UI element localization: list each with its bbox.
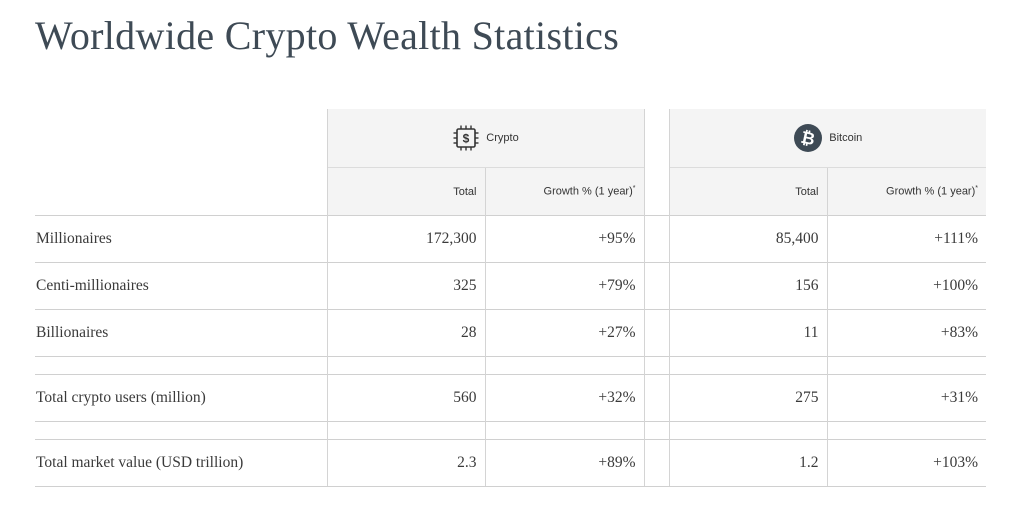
gap-cell [643,439,669,487]
table-row: Centi-millionaires 325 +79% 156 +100% [35,262,986,310]
subheader-blank-cell [35,168,327,216]
crypto-total-cell: 2.3 [326,439,485,487]
crypto-growth-cell: +89% [484,439,644,487]
bitcoin-total-cell: 85,400 [668,215,827,263]
bitcoin-total-cell: 1.2 [668,439,827,487]
bitcoin-growth-cell: +31% [826,374,986,422]
bitcoin-total-cell: 156 [668,262,827,310]
row-label: Centi-millionaires [35,262,327,310]
bitcoin-total-cell: 275 [668,374,827,422]
chip-dollar-icon: $ [452,124,480,152]
crypto-total-header: Total [326,167,485,216]
crypto-growth-header: Growth % (1 year)* [484,167,644,216]
gap-cell [643,215,669,263]
crypto-total-cell: 172,300 [326,215,485,263]
crypto-growth-cell: +95% [484,215,644,263]
crypto-total-cell: 325 [326,262,485,310]
bitcoin-growth-cell: +103% [826,439,986,487]
bitcoin-icon: ₿ [793,123,823,153]
crypto-total-cell: 560 [326,374,485,422]
gap-cell [643,374,669,422]
table-row: Millionaires 172,300 +95% 85,400 +111% [35,215,986,263]
group-header-row: $ Crypto ₿ Bitcoin [35,109,986,168]
spacer-row [35,421,986,440]
subheader-gap-cell [643,167,669,216]
table-row: Billionaires 28 +27% 11 +83% [35,309,986,357]
bitcoin-growth-cell: +83% [826,309,986,357]
table-row: Total crypto users (million) 560 +32% 27… [35,374,986,422]
row-label: Billionaires [35,309,327,357]
crypto-group-header: $ Crypto [326,109,644,168]
svg-text:₿: ₿ [799,128,817,150]
group-gap-cell [643,109,669,168]
bitcoin-group-header: ₿ Bitcoin [668,109,986,168]
row-label: Total crypto users (million) [35,374,327,422]
crypto-total-cell: 28 [326,309,485,357]
bitcoin-total-header: Total [668,167,827,216]
bitcoin-group-label: Bitcoin [829,132,863,144]
svg-text:$: $ [463,132,470,146]
row-label: Millionaires [35,215,327,263]
sub-header-row: Total Growth % (1 year)* Total Growth % … [35,167,986,216]
wealth-table: $ Crypto ₿ Bitcoin Total Growth % (1 ye [35,109,986,487]
bitcoin-total-cell: 11 [668,309,827,357]
page-title: Worldwide Crypto Wealth Statistics [35,13,620,58]
crypto-growth-cell: +32% [484,374,644,422]
table-row: Total market value (USD trillion) 2.3 +8… [35,439,986,487]
bitcoin-growth-cell: +100% [826,262,986,310]
crypto-growth-cell: +27% [484,309,644,357]
spacer-row [35,356,986,375]
gap-cell [643,262,669,310]
row-label: Total market value (USD trillion) [35,439,327,487]
crypto-group-label: Crypto [486,132,519,144]
bitcoin-growth-cell: +111% [826,215,986,263]
gap-cell [643,309,669,357]
crypto-growth-cell: +79% [484,262,644,310]
bitcoin-growth-header: Growth % (1 year)* [826,167,986,216]
header-blank-cell [35,109,327,168]
